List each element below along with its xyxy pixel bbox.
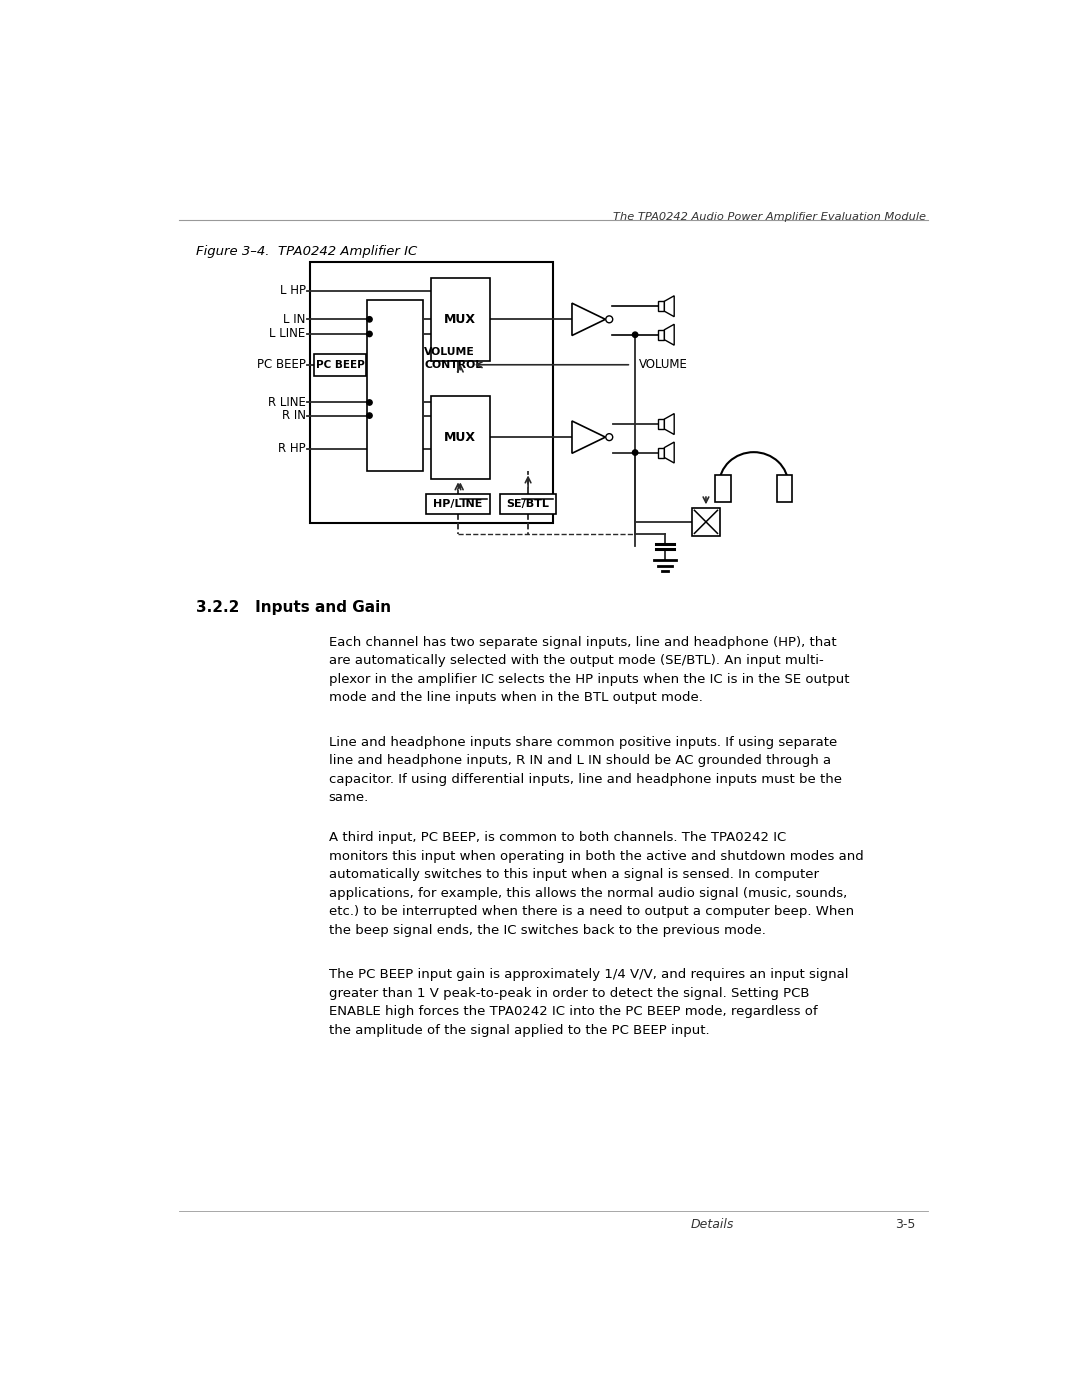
Text: MUX: MUX — [444, 313, 476, 326]
Bar — [659, 330, 664, 339]
Polygon shape — [572, 303, 606, 335]
Bar — [659, 447, 664, 457]
Text: L HP: L HP — [280, 285, 306, 298]
Polygon shape — [664, 414, 674, 434]
Bar — [431, 395, 489, 479]
Circle shape — [367, 317, 373, 323]
Text: Details: Details — [690, 1218, 734, 1231]
Text: 3.2.2   Inputs and Gain: 3.2.2 Inputs and Gain — [197, 601, 391, 616]
Text: Figure 3–4.  TPA0242 Amplifier IC: Figure 3–4. TPA0242 Amplifier IC — [197, 244, 418, 257]
Text: VOLUME: VOLUME — [639, 358, 688, 372]
Text: HP/LINE: HP/LINE — [433, 499, 483, 509]
Bar — [367, 300, 422, 471]
Circle shape — [633, 450, 638, 455]
Text: Each channel has two separate signal inputs, line and headphone (HP), that
are a: Each channel has two separate signal inp… — [328, 636, 849, 704]
Polygon shape — [664, 296, 674, 317]
Text: PC BEEP: PC BEEP — [257, 358, 306, 372]
Text: A third input, PC BEEP, is common to both channels. The TPA0242 IC
monitors this: A third input, PC BEEP, is common to bot… — [328, 831, 863, 937]
Text: L IN: L IN — [283, 313, 306, 326]
Bar — [777, 475, 793, 502]
Circle shape — [367, 414, 373, 418]
Circle shape — [633, 332, 638, 338]
Circle shape — [367, 331, 373, 337]
Text: R LINE: R LINE — [268, 395, 306, 409]
Text: L LINE: L LINE — [269, 327, 306, 341]
Text: 3-5: 3-5 — [895, 1218, 916, 1231]
Bar — [310, 261, 553, 524]
Bar — [500, 495, 556, 514]
Circle shape — [367, 400, 373, 405]
Text: VOLUME
CONTROL: VOLUME CONTROL — [424, 348, 483, 370]
Bar — [431, 278, 489, 360]
Circle shape — [606, 433, 612, 440]
Bar — [314, 353, 366, 376]
Bar — [692, 509, 719, 535]
Text: R IN: R IN — [282, 409, 306, 422]
Bar — [659, 419, 664, 429]
Polygon shape — [664, 324, 674, 345]
Text: R HP: R HP — [278, 443, 306, 455]
Text: The PC BEEP input gain is approximately 1/4 V/V, and requires an input signal
gr: The PC BEEP input gain is approximately … — [328, 968, 848, 1037]
Bar — [659, 302, 664, 312]
Text: The TPA0242 Audio Power Amplifier Evaluation Module: The TPA0242 Audio Power Amplifier Evalua… — [613, 212, 927, 222]
Circle shape — [606, 316, 612, 323]
Bar — [715, 475, 730, 502]
Bar — [427, 495, 489, 514]
Text: Line and headphone inputs share common positive inputs. If using separate
line a: Line and headphone inputs share common p… — [328, 736, 841, 805]
Polygon shape — [572, 420, 606, 453]
Text: MUX: MUX — [444, 430, 476, 444]
Text: PC BEEP: PC BEEP — [315, 360, 365, 370]
Polygon shape — [664, 441, 674, 462]
Text: SE/BTL: SE/BTL — [507, 499, 550, 509]
